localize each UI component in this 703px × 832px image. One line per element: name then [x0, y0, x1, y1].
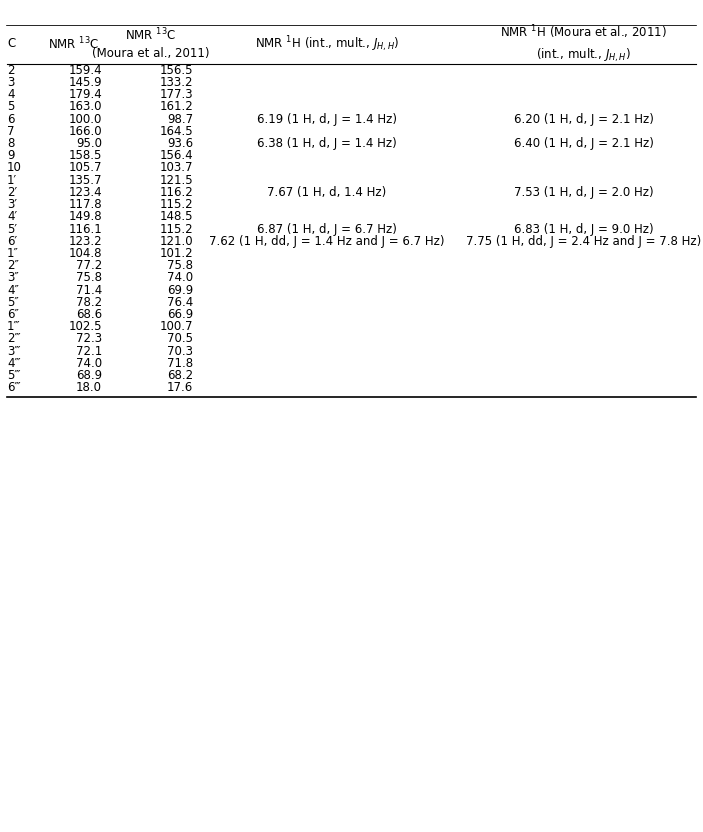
- Text: 2: 2: [7, 64, 15, 77]
- Text: 123.2: 123.2: [68, 235, 102, 248]
- Text: 100.7: 100.7: [160, 320, 193, 333]
- Text: 18.0: 18.0: [76, 381, 102, 394]
- Text: 121.0: 121.0: [160, 235, 193, 248]
- Text: 1″: 1″: [7, 247, 19, 260]
- Text: 5″: 5″: [7, 295, 19, 309]
- Text: 164.5: 164.5: [160, 125, 193, 138]
- Text: 70.3: 70.3: [167, 344, 193, 358]
- Text: 66.9: 66.9: [167, 308, 193, 321]
- Text: 103.7: 103.7: [160, 161, 193, 175]
- Text: 1‴: 1‴: [7, 320, 20, 333]
- Text: 2‴: 2‴: [7, 332, 20, 345]
- Text: 7.67 (1 H, d, 1.4 Hz): 7.67 (1 H, d, 1.4 Hz): [267, 186, 387, 199]
- Text: 68.9: 68.9: [76, 369, 102, 382]
- Text: 100.0: 100.0: [69, 112, 102, 126]
- Text: NMR $^{13}$C
(Moura et al., 2011): NMR $^{13}$C (Moura et al., 2011): [92, 27, 210, 61]
- Text: 69.9: 69.9: [167, 284, 193, 296]
- Text: 104.8: 104.8: [68, 247, 102, 260]
- Text: 149.8: 149.8: [68, 210, 102, 223]
- Text: 72.3: 72.3: [76, 332, 102, 345]
- Text: 6′: 6′: [7, 235, 17, 248]
- Text: 6: 6: [7, 112, 15, 126]
- Text: NMR $^{1}$H (int., mult., $J_{H,H}$): NMR $^{1}$H (int., mult., $J_{H,H}$): [254, 34, 399, 53]
- Text: 133.2: 133.2: [160, 76, 193, 89]
- Text: 70.5: 70.5: [167, 332, 193, 345]
- Text: 6.38 (1 H, d, J = 1.4 Hz): 6.38 (1 H, d, J = 1.4 Hz): [257, 137, 396, 150]
- Text: 163.0: 163.0: [68, 101, 102, 113]
- Text: 116.2: 116.2: [160, 186, 193, 199]
- Text: 72.1: 72.1: [76, 344, 102, 358]
- Text: 135.7: 135.7: [68, 174, 102, 186]
- Text: 3′: 3′: [7, 198, 17, 211]
- Text: 6‴: 6‴: [7, 381, 20, 394]
- Text: 77.2: 77.2: [76, 259, 102, 272]
- Text: 98.7: 98.7: [167, 112, 193, 126]
- Text: 102.5: 102.5: [68, 320, 102, 333]
- Text: 6.83 (1 H, d, J = 9.0 Hz): 6.83 (1 H, d, J = 9.0 Hz): [514, 222, 653, 235]
- Text: 4‴: 4‴: [7, 357, 20, 369]
- Text: 7: 7: [7, 125, 15, 138]
- Text: 3: 3: [7, 76, 14, 89]
- Text: 156.5: 156.5: [160, 64, 193, 77]
- Text: 148.5: 148.5: [160, 210, 193, 223]
- Text: 177.3: 177.3: [160, 88, 193, 102]
- Text: 8: 8: [7, 137, 14, 150]
- Text: 179.4: 179.4: [68, 88, 102, 102]
- Text: 116.1: 116.1: [68, 222, 102, 235]
- Text: 7.62 (1 H, dd, J = 1.4 Hz and J = 6.7 Hz): 7.62 (1 H, dd, J = 1.4 Hz and J = 6.7 Hz…: [209, 235, 444, 248]
- Text: 145.9: 145.9: [68, 76, 102, 89]
- Text: 95.0: 95.0: [76, 137, 102, 150]
- Text: 74.0: 74.0: [167, 271, 193, 285]
- Text: 9: 9: [7, 149, 15, 162]
- Text: NMR $^{13}$C: NMR $^{13}$C: [48, 36, 100, 52]
- Text: 6.87 (1 H, d, J = 6.7 Hz): 6.87 (1 H, d, J = 6.7 Hz): [257, 222, 396, 235]
- Text: 5: 5: [7, 101, 14, 113]
- Text: 3‴: 3‴: [7, 344, 20, 358]
- Text: 78.2: 78.2: [76, 295, 102, 309]
- Text: C: C: [7, 37, 15, 50]
- Text: NMR $^{1}$H (Moura et al., 2011)
(int., mult., $J_{H,H}$): NMR $^{1}$H (Moura et al., 2011) (int., …: [500, 24, 667, 63]
- Text: 5′: 5′: [7, 222, 17, 235]
- Text: 75.8: 75.8: [167, 259, 193, 272]
- Text: 156.4: 156.4: [160, 149, 193, 162]
- Text: 6″: 6″: [7, 308, 19, 321]
- Text: 4″: 4″: [7, 284, 19, 296]
- Text: 115.2: 115.2: [160, 222, 193, 235]
- Text: 1′: 1′: [7, 174, 17, 186]
- Text: 75.8: 75.8: [76, 271, 102, 285]
- Text: 5‴: 5‴: [7, 369, 20, 382]
- Text: 123.4: 123.4: [68, 186, 102, 199]
- Text: 7.53 (1 H, d, J = 2.0 Hz): 7.53 (1 H, d, J = 2.0 Hz): [514, 186, 653, 199]
- Text: 71.8: 71.8: [167, 357, 193, 369]
- Text: 68.2: 68.2: [167, 369, 193, 382]
- Text: 68.6: 68.6: [76, 308, 102, 321]
- Text: 10: 10: [7, 161, 22, 175]
- Text: 6.40 (1 H, d, J = 2.1 Hz): 6.40 (1 H, d, J = 2.1 Hz): [514, 137, 653, 150]
- Text: 93.6: 93.6: [167, 137, 193, 150]
- Text: 105.7: 105.7: [68, 161, 102, 175]
- Text: 158.5: 158.5: [69, 149, 102, 162]
- Text: 2″: 2″: [7, 259, 19, 272]
- Text: 71.4: 71.4: [76, 284, 102, 296]
- Text: 76.4: 76.4: [167, 295, 193, 309]
- Text: 6.20 (1 H, d, J = 2.1 Hz): 6.20 (1 H, d, J = 2.1 Hz): [514, 112, 653, 126]
- Text: 6.19 (1 H, d, J = 1.4 Hz): 6.19 (1 H, d, J = 1.4 Hz): [257, 112, 397, 126]
- Text: 4′: 4′: [7, 210, 17, 223]
- Text: 3″: 3″: [7, 271, 19, 285]
- Text: 7.75 (1 H, dd, J = 2.4 Hz and J = 7.8 Hz): 7.75 (1 H, dd, J = 2.4 Hz and J = 7.8 Hz…: [466, 235, 701, 248]
- Text: 166.0: 166.0: [68, 125, 102, 138]
- Text: 115.2: 115.2: [160, 198, 193, 211]
- Text: 101.2: 101.2: [160, 247, 193, 260]
- Text: 161.2: 161.2: [160, 101, 193, 113]
- Text: 4: 4: [7, 88, 15, 102]
- Text: 159.4: 159.4: [68, 64, 102, 77]
- Text: 117.8: 117.8: [68, 198, 102, 211]
- Text: 74.0: 74.0: [76, 357, 102, 369]
- Text: 121.5: 121.5: [160, 174, 193, 186]
- Text: 2′: 2′: [7, 186, 17, 199]
- Text: 17.6: 17.6: [167, 381, 193, 394]
